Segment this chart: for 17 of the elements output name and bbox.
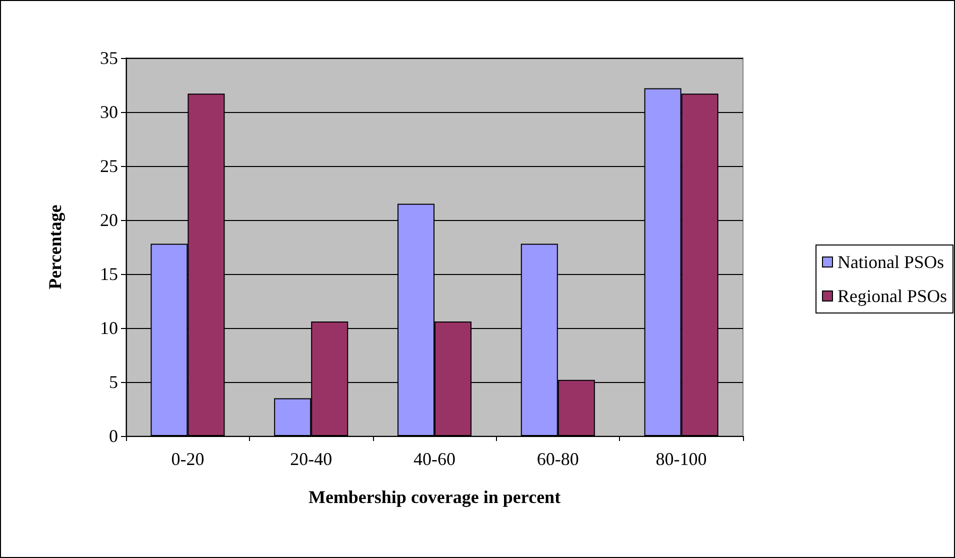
y-tick-label: 0 [109,426,118,446]
x-axis-title: Membership coverage in percent [308,487,561,507]
x-tick-label: 0-20 [171,449,204,469]
y-tick-label: 25 [100,156,118,176]
y-tick-label: 5 [109,372,118,392]
x-tick-label: 40-60 [414,449,456,469]
y-tick-label: 10 [100,318,118,338]
y-axis-title: Percentage [45,204,65,290]
legend-label: Regional PSOs [837,286,948,306]
legend-label: National PSOs [837,252,944,272]
x-tick-label: 60-80 [536,449,579,469]
y-tick-label: 30 [100,102,118,122]
y-tick-label: 20 [100,210,118,230]
y-tick-label: 15 [100,264,118,284]
x-tick-label: 20-40 [290,449,332,469]
x-tick-label: 80-100 [656,449,707,469]
y-tick-label: 35 [100,48,118,68]
